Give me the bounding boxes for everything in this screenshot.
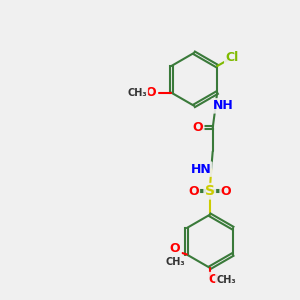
Text: CH₃: CH₃	[128, 88, 147, 98]
Text: O: O	[170, 242, 180, 255]
Text: HN: HN	[190, 163, 211, 176]
Text: O: O	[220, 185, 231, 198]
Text: O: O	[209, 273, 220, 286]
Text: NH: NH	[213, 99, 233, 112]
Text: CH₃: CH₃	[216, 274, 236, 285]
Text: O: O	[188, 185, 199, 198]
Text: S: S	[205, 184, 215, 198]
Text: Cl: Cl	[225, 51, 239, 64]
Text: CH₃: CH₃	[165, 257, 185, 267]
Text: O: O	[193, 122, 203, 134]
Text: O: O	[145, 86, 156, 99]
